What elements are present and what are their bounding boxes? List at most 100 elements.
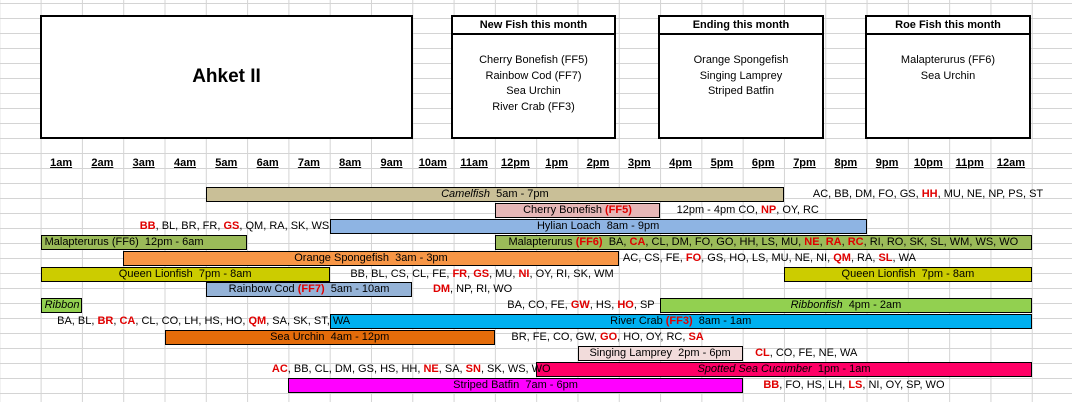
location-codes: , HS, [589, 299, 618, 312]
roe-item: Malapterurus (FF6) [900, 54, 996, 66]
location-codes: , [841, 235, 848, 248]
location-code-highlight: SA [688, 331, 704, 344]
fish-location-text: BR, FE, CO, GW, GO, HO, OY, RC, SA [511, 330, 703, 345]
hour-label: 9am [380, 157, 403, 169]
fish-time: 8am - 9pm [600, 219, 660, 232]
fish-name: Sea Urchin [270, 331, 325, 344]
location-codes: 12pm - 4pm CO, [676, 203, 761, 216]
location-codes: , [819, 235, 826, 248]
fish-time: 8am - 1am [692, 315, 752, 328]
fish-time: 4pm - 2am [842, 299, 902, 312]
fish-time-bar: Cherry Bonefish (FF5) [494, 202, 661, 218]
fish-time-bar: Camelfish 5am - 7pm [205, 187, 784, 202]
fish-time: 2pm - 6pm [672, 347, 731, 359]
fish-time-bar: Hylian Loach 8am - 9pm [329, 218, 867, 234]
fish-location-text: AC, CS, FE, FO, GS, HO, LS, MU, NE, NI, … [623, 251, 916, 266]
location-code-highlight: BR [97, 315, 114, 328]
location-code-highlight: AC [271, 362, 288, 375]
location-codes: BA, BL, [57, 315, 98, 328]
fish-time: 12pm - 6am [138, 235, 204, 248]
hour-label: 11am [460, 157, 488, 169]
location-code-highlight: GS [473, 267, 490, 280]
location-code-highlight: CA [119, 315, 136, 328]
hour-label: 7pm [793, 157, 816, 169]
fish-name: Rainbow Cod [228, 283, 298, 296]
hour-label: 12pm [501, 157, 530, 169]
hour-label: 8pm [834, 157, 858, 169]
location-codes: BR, FE, CO, GW, [511, 331, 601, 344]
location-codes: , [113, 315, 120, 328]
fish-time: 5am - 7pm [490, 188, 549, 200]
hour-label: 7am [297, 157, 320, 169]
fish-tag: (FF3) [665, 315, 693, 328]
hour-label: 5am [215, 157, 238, 169]
location-code-highlight: NI [518, 267, 530, 280]
fish-location-text: AC, BB, CL, DM, GS, HS, HH, NE, SA, SN, … [272, 362, 551, 377]
fish-name: Ribbonfish [790, 299, 843, 312]
hour-label: 11pm [955, 157, 984, 169]
location-codes: BA, [602, 235, 630, 248]
location-codes: BB, BL, CS, CL, FE, [350, 267, 453, 280]
fish-location-text: BA, CO, FE, GW, HS, HO, SP [507, 298, 654, 313]
location-codes: , BB, CL, DM, GS, HS, HH, [287, 362, 424, 375]
new-fish-item: Rainbow Cod (FF7) [485, 69, 582, 82]
fish-location-text: BB, FO, HS, LH, LS, NI, OY, SP, WO [763, 378, 944, 393]
location-code-highlight: NE [804, 235, 820, 248]
fish-name: Queen Lionfish [118, 267, 193, 280]
ending-item: Orange Spongefish [693, 54, 789, 66]
location-codes: , [467, 267, 474, 280]
fish-codes: BA, CA, CL, DM, FO, GO, HH, LS, MU, NE , … [603, 236, 1019, 248]
hour-label: 4pm [669, 157, 692, 169]
fish-time: 5am - 10am [324, 283, 390, 296]
hour-label: 12am [996, 157, 1026, 169]
fish-location-text: CL, CO, FE, NE, WA [755, 346, 857, 361]
location-code-highlight: HH [921, 188, 938, 200]
fish-time: 3am - 3pm [389, 251, 448, 264]
fish-name: Orange Spongefish [294, 251, 390, 264]
fish-time: 7pm - 8am [192, 267, 252, 280]
location-code-highlight: BB [139, 219, 156, 232]
hour-label: 6am [256, 157, 279, 169]
new-fish-item: Sea Urchin [506, 85, 561, 97]
location-code-highlight: GW [570, 299, 590, 312]
location-codes: , FO, HS, LH, [779, 378, 849, 391]
fish-time-bar: Ribbon [40, 298, 82, 314]
hour-label: 1pm [545, 157, 568, 169]
fish-name: Cherry Bonefish [523, 203, 605, 216]
fish-tag: (FF6) [575, 235, 603, 248]
fish-name: Ribbon [44, 299, 80, 312]
location-code-highlight: DM [432, 283, 451, 296]
location-codes: , RA, [850, 251, 879, 264]
fish-name: Hylian Loach [536, 219, 601, 232]
location-code-highlight: GO [600, 331, 618, 344]
ending-item: Striped Batfin [707, 85, 775, 97]
fish-time-bar: Malapterurus (FF6) BA, CA, CL, DM, FO, G… [494, 234, 1032, 250]
location-code-highlight: NP [760, 203, 777, 216]
location-codes: AC, BB, DM, FO, GS, [812, 188, 922, 200]
location-codes: , QM, RA, SK, WS [239, 219, 330, 232]
location-codes: , MU, [489, 267, 519, 280]
ending-item: Singing Lamprey [699, 69, 783, 82]
hour-header-row: 1am 2am 3am 4am 5am 6am 7am 8am 9am 10am 11am 12pm 1… [0, 154, 1072, 172]
location-code-highlight: CL [755, 347, 770, 359]
fish-tag: (FF5) [605, 203, 632, 216]
location-codes: , SA, [438, 362, 466, 375]
location-codes: , SK, WS, WO [480, 362, 551, 375]
location-code-highlight: BB [763, 378, 780, 391]
hour-label: 2pm [586, 157, 610, 169]
location-codes: , NI, OY, SP, WO [862, 378, 945, 391]
location-codes: , HO, OY, RC, [617, 331, 689, 344]
hour-label: 4am [173, 157, 197, 169]
location-code-highlight: RC [847, 235, 864, 248]
fish-location-text: 12pm - 4pm CO, NP, OY, RC [677, 203, 819, 218]
fish-tag: (FF7) [297, 283, 325, 296]
hour-label: 1am [50, 157, 73, 169]
fish-time: 1pm - 1am [811, 362, 871, 375]
location-codes: , CL, CO, LH, HS, HO, [135, 315, 249, 328]
fish-location-text: AC, BB, DM, FO, GS, HH, MU, NE, NP, PS, … [813, 187, 1043, 202]
fish-time: 7pm - 8am [915, 267, 975, 280]
location-codes: , WA [892, 251, 916, 264]
title-text: Ahket II [192, 66, 261, 87]
fish-name: River Crab [610, 315, 666, 328]
location-codes: , OY, RI, SK, WM [529, 267, 614, 280]
